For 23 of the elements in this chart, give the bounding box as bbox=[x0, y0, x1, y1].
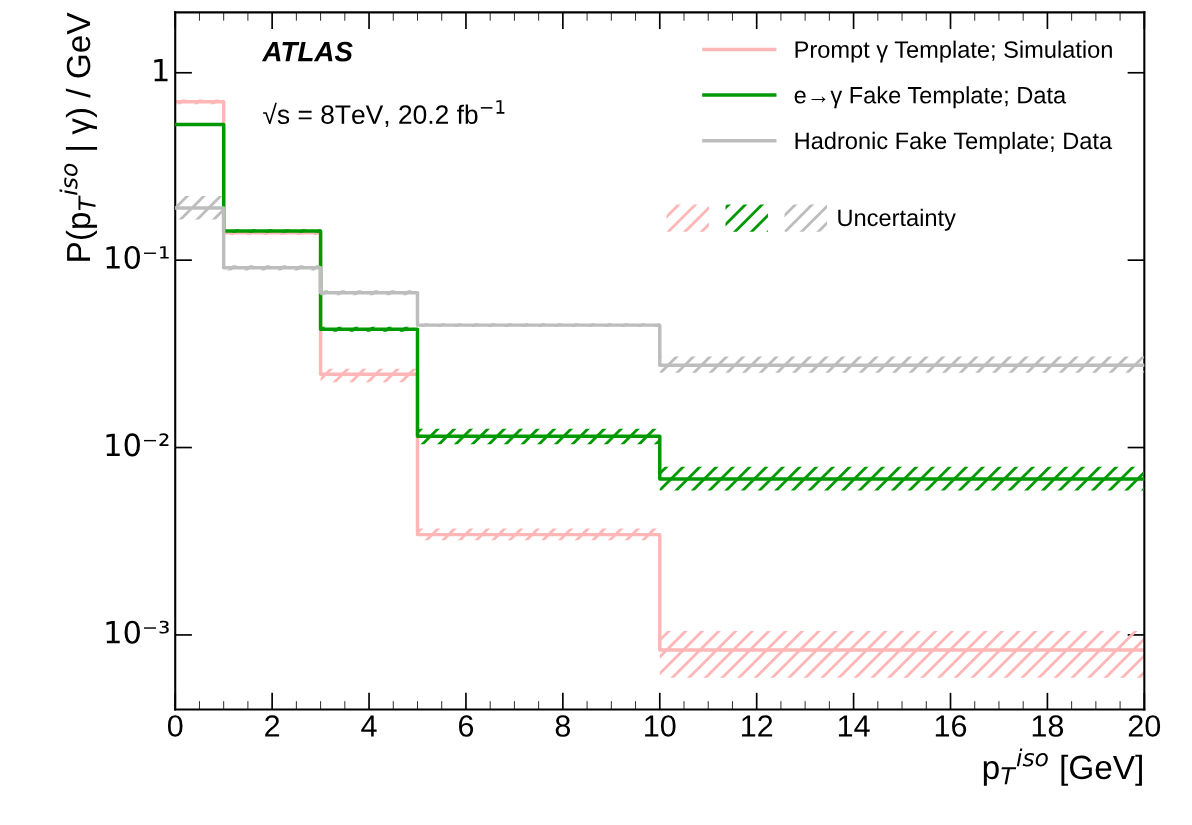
x-tick-label: 14 bbox=[838, 715, 870, 737]
y-tick-label: 1 bbox=[154, 58, 168, 82]
legend-label: Hadronic Fake Template; Data bbox=[795, 131, 1113, 154]
x-axis-title: p$_{T}$$^{iso}$ [GeV] bbox=[983, 748, 1142, 786]
annotation: √s = 8TeV, 20.2 fb$^{−1}$ bbox=[263, 100, 505, 128]
x-tick-label: 20 bbox=[1128, 715, 1161, 737]
x-tick-label: 6 bbox=[459, 715, 474, 737]
y-tick-label: 10⁻² bbox=[106, 433, 169, 457]
annotation: ATLAS bbox=[261, 41, 353, 62]
x-tick-label: 12 bbox=[742, 715, 773, 737]
x-tick-label: 2 bbox=[265, 715, 280, 737]
y-axis-title: P(p$_{T}$$^{iso}$ | γ) / GeV bbox=[59, 12, 98, 261]
annotation: Uncertainty bbox=[838, 208, 956, 231]
x-tick-label: 8 bbox=[555, 715, 571, 737]
y-tick-label: 10⁻³ bbox=[106, 620, 169, 644]
x-tick-label: 18 bbox=[1032, 715, 1064, 737]
x-tick-label: 4 bbox=[361, 715, 377, 737]
y-tick-label: 10⁻¹ bbox=[106, 245, 169, 270]
x-tick-label: 10 bbox=[645, 715, 676, 737]
x-tick-label: 16 bbox=[935, 715, 967, 737]
legend-label: Prompt γ Template; Simulation bbox=[795, 40, 1112, 63]
x-tick-label: 0 bbox=[167, 715, 183, 737]
legend-label: e→γ Fake Template; Data bbox=[794, 86, 1067, 109]
